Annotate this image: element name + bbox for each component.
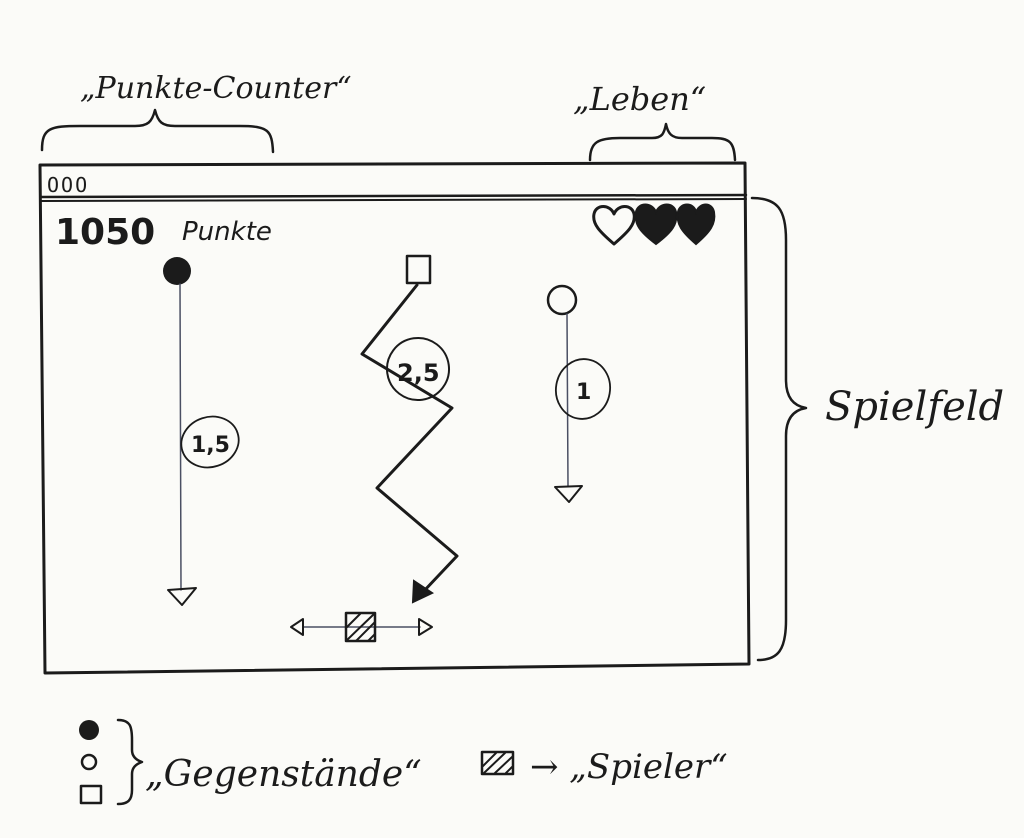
titlebar-buttons[interactable]: OOO xyxy=(47,173,89,197)
speed-label: 1,5 xyxy=(191,433,230,458)
filled-circle-icon xyxy=(163,257,191,285)
arrow-down-icon xyxy=(167,587,197,606)
score-unit: Punkte xyxy=(182,217,272,247)
playfield-brace xyxy=(750,196,808,662)
speed-label: 2,5 xyxy=(397,359,440,387)
arrow-down-left-icon xyxy=(411,579,435,604)
heart-full-icon xyxy=(676,203,716,246)
playfield-label: Spielfeld xyxy=(825,384,1004,430)
arrow-right-icon xyxy=(418,618,433,636)
titlebar-underline xyxy=(40,198,747,202)
items-legend: „Gegenstände“ xyxy=(79,718,422,806)
open-circle-icon xyxy=(80,753,98,771)
items-label: „Gegenstände“ xyxy=(145,754,422,795)
lives-brace xyxy=(588,122,737,162)
speed-label: 1 xyxy=(576,380,591,405)
lives-annotation: „Leben“ xyxy=(573,80,737,162)
falling-object-filled-circle: 1,5 xyxy=(163,257,240,606)
score-counter-brace xyxy=(40,108,275,154)
score-value: 1050 xyxy=(55,212,155,253)
player-legend: → „Spieler“ xyxy=(480,747,728,787)
lives-display xyxy=(592,203,716,246)
heart-full-icon xyxy=(634,203,678,246)
window-frame xyxy=(38,161,751,675)
player-hatched-square-icon xyxy=(480,750,515,776)
hatch-lines xyxy=(482,752,513,774)
score-counter-annotation: „Punkte-Counter“ xyxy=(40,71,352,154)
items-brace xyxy=(116,718,144,806)
speed-badge xyxy=(180,415,240,469)
arrow-left-icon xyxy=(290,618,304,636)
zigzag-path xyxy=(360,283,459,594)
playfield-annotation: Spielfeld xyxy=(750,196,1004,662)
fall-path-line xyxy=(566,313,569,487)
hatch-lines xyxy=(346,613,376,642)
speed-badge xyxy=(386,337,450,401)
hud: 1050 Punkte xyxy=(55,203,716,253)
lives-label: „Leben“ xyxy=(573,80,706,118)
square-icon xyxy=(79,784,103,805)
fall-path-line xyxy=(179,283,182,591)
player[interactable] xyxy=(290,611,433,643)
titlebar-divider xyxy=(39,193,748,199)
falling-object-open-circle: 1 xyxy=(546,284,611,503)
filled-circle-icon xyxy=(79,720,99,740)
heart-empty-icon xyxy=(592,205,636,246)
square-icon xyxy=(405,254,432,285)
falling-object-square: 2,5 xyxy=(360,254,459,604)
speed-badge xyxy=(555,358,611,420)
game-window: OOO xyxy=(38,161,751,675)
open-circle-icon xyxy=(546,284,578,316)
player-legend-label: → „Spieler“ xyxy=(530,747,728,787)
score-counter-label: „Punkte-Counter“ xyxy=(80,71,352,106)
arrow-down-icon xyxy=(554,485,583,503)
